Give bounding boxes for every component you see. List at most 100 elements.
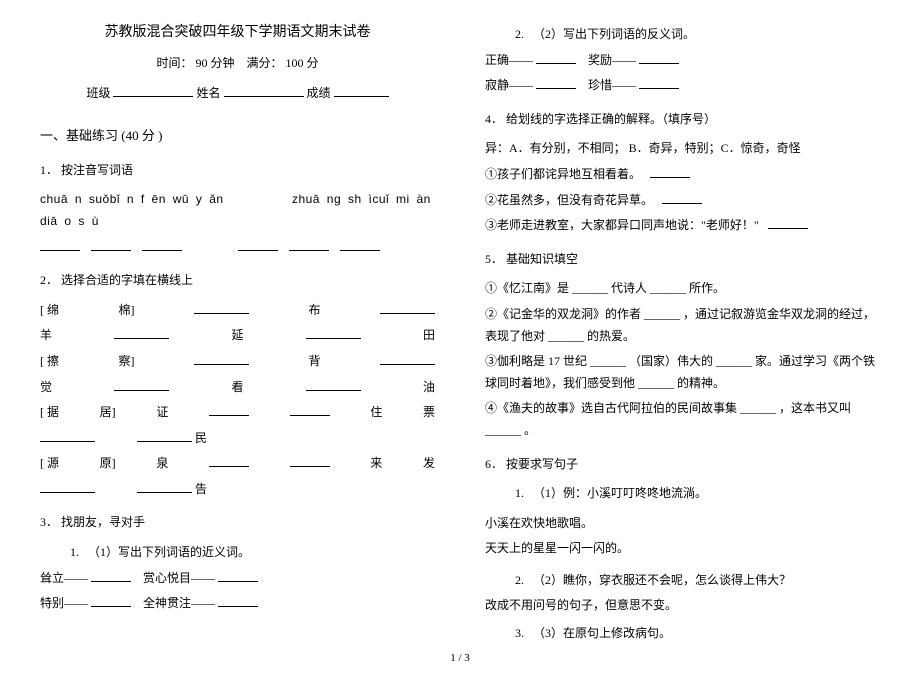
q2-num: 2． <box>40 273 58 287</box>
q6-line: 小溪在欢快地歌唱。 <box>485 513 880 535</box>
cell: 看 <box>231 377 243 399</box>
score-label: 成绩 <box>307 86 331 100</box>
cell: 证 <box>156 402 168 424</box>
q3-pair: 耸立—— 赏心悦目—— <box>40 568 435 590</box>
pair-b: 奖励—— <box>588 53 636 67</box>
blank <box>639 75 679 89</box>
q6-sub2-text: （2）瞧你，穿衣服还不会呢，怎么谈得上伟大？ <box>533 573 791 587</box>
cell: 背 <box>308 351 320 373</box>
q3-sub1-num: 1. <box>70 545 79 559</box>
q6: 6． 按要求写句子 <box>485 454 880 476</box>
exam-title: 苏教版混合突破四年级下学期语文期末试卷 <box>40 20 435 45</box>
blank <box>91 237 131 251</box>
q1: 1． 按注音写词语 <box>40 160 435 182</box>
blank <box>290 453 330 467</box>
cell: [ 源 <box>40 453 59 475</box>
cell: 羊 <box>40 325 52 347</box>
q3-sub1-text: （1）写出下列词语的近义词。 <box>88 545 250 559</box>
q6-line: 天天上的星星一闪一闪的。 <box>485 538 880 560</box>
blank <box>650 164 690 178</box>
left-column: 苏教版混合突破四年级下学期语文期末试卷 时间： 90 分钟 满分： 100 分 … <box>40 20 435 649</box>
q6-sub1: 1. （1）例：小溪叮叮咚咚地流淌。 <box>485 483 880 505</box>
q5: 5． 基础知识填空 <box>485 249 880 271</box>
pair-b: 珍惜—— <box>588 78 636 92</box>
q3-text: 找朋友，寻对手 <box>61 515 145 529</box>
q4-item: ③老师走进教室，大家都异口同声地说："老师好！" <box>485 215 880 237</box>
cell: 棉] <box>118 300 134 322</box>
q2: 2． 选择合适的字填在横线上 <box>40 270 435 292</box>
class-label: 班级 <box>86 86 110 100</box>
q1-text: 按注音写词语 <box>61 163 133 177</box>
class-blank <box>113 83 193 97</box>
pair-b: 赏心悦目—— <box>143 571 215 585</box>
q4-def: 异：A．有分别，不相同； B．奇异，特别；C．惊奇，奇怪 <box>485 138 880 160</box>
cell: 原] <box>100 453 116 475</box>
blank <box>380 300 435 314</box>
blank <box>142 237 182 251</box>
cell: 察] <box>118 351 134 373</box>
time-value: 90 分钟 <box>195 56 234 70</box>
q6-num: 6． <box>485 457 503 471</box>
cell: 觉 <box>40 377 52 399</box>
q2-row: 羊 延 田 <box>40 325 435 347</box>
cell: 住 <box>370 402 382 424</box>
blank <box>306 377 361 391</box>
q2-row: 告 <box>40 479 435 501</box>
blank <box>536 50 576 64</box>
q1-pinyin: chuā n suǒbǐ n f ēn wū y ǎn zhuā ng sh ì… <box>40 189 435 232</box>
page-columns: 苏教版混合突破四年级下学期语文期末试卷 时间： 90 分钟 满分： 100 分 … <box>40 20 880 649</box>
blank <box>306 325 361 339</box>
blank <box>137 479 192 493</box>
blank <box>238 237 278 251</box>
q3-sub1: 1. （1）写出下列词语的近义词。 <box>40 542 435 564</box>
blank <box>40 479 95 493</box>
cell: [ 擦 <box>40 351 59 373</box>
cell: 田 <box>423 325 435 347</box>
blank <box>768 215 808 229</box>
blank <box>380 351 435 365</box>
q3-pair: 特别—— 全神贯注—— <box>40 593 435 615</box>
q5-item: ②《记金华的双龙洞》的作者 ______ ，通过记叙游览金华双龙洞的经过，表现了… <box>485 304 880 347</box>
exam-subinfo: 时间： 90 分钟 满分： 100 分 <box>40 53 435 75</box>
cell: [ 据 <box>40 402 59 424</box>
q4: 4． 给划线的字选择正确的解释。（填序号） <box>485 109 880 131</box>
student-info: 班级 姓名 成绩 <box>40 83 435 105</box>
blank <box>40 428 95 442</box>
cell: 泉 <box>156 453 168 475</box>
blank <box>662 190 702 204</box>
q2-text: 选择合适的字填在横线上 <box>61 273 193 287</box>
blank <box>114 325 169 339</box>
q6-line: 改成不用问号的句子，但意思不变。 <box>485 595 880 617</box>
q5-num: 5． <box>485 252 503 266</box>
q5-item: ④《渔夫的故事》选自古代阿拉伯的民间故事集 ______ ，这本书又叫 ____… <box>485 398 880 441</box>
q5-text: 基础知识填空 <box>506 252 578 266</box>
q6-sub2: 2. （2）瞧你，穿衣服还不会呢，怎么谈得上伟大？ <box>485 570 880 592</box>
blank <box>536 75 576 89</box>
cell: 民 <box>195 431 207 445</box>
q5-item: ①《忆江南》是 ______ 代诗人 ______ 所作。 <box>485 278 880 300</box>
page-footer: 1 / 3 <box>0 649 920 669</box>
q4-item-text: ③老师走进教室，大家都异口同声地说："老师好！" <box>485 218 759 232</box>
q4-item-text: ①孩子们都诧异地互相看着。 <box>485 167 641 181</box>
q4-item: ①孩子们都诧异地互相看着。 <box>485 164 880 186</box>
blank <box>40 237 80 251</box>
q3-sub2-text: （2）写出下列词语的反义词。 <box>533 27 695 41</box>
q2-row: 民 <box>40 428 435 450</box>
blank <box>194 300 249 314</box>
cell: 布 <box>308 300 320 322</box>
q2-row: [ 据 居] 证 住 票 <box>40 402 435 424</box>
blank <box>137 428 192 442</box>
q5-item: ③伽利略是 17 世纪 ______ （国家）伟大的 ______ 家。通过学习… <box>485 351 880 394</box>
q3: 3． 找朋友，寻对手 <box>40 512 435 534</box>
pair-a: 寂静—— <box>485 78 533 92</box>
right-column: 2. （2）写出下列词语的反义词。 正确—— 奖励—— 寂静—— 珍惜—— 4．… <box>485 20 880 649</box>
q4-item-text: ②花虽然多，但没有奇花异草。 <box>485 193 653 207</box>
q4-text: 给划线的字选择正确的解释。（填序号） <box>506 112 716 126</box>
q1-pinyin-1: chuā n suǒbǐ n f ēn wū y ǎn <box>40 192 224 206</box>
cell: 居] <box>100 402 116 424</box>
score-blank <box>334 83 389 97</box>
blank <box>639 50 679 64</box>
q6-sub3-num: 3. <box>515 626 524 640</box>
cell: 告 <box>195 482 207 496</box>
blank <box>340 237 380 251</box>
